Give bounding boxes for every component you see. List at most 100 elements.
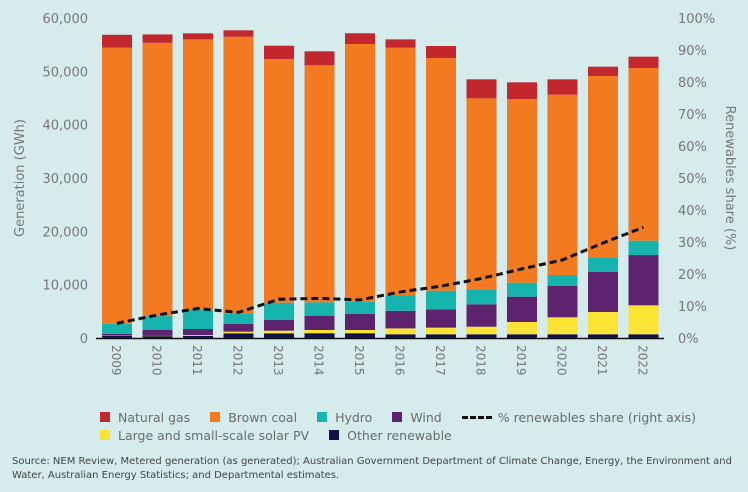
bar-segment-natural-gas	[507, 82, 537, 100]
bar-segment-other-renewable	[385, 334, 416, 338]
bar-segment-large-and-small-scale-solar-pv	[507, 322, 537, 335]
x-tick-label: 2014	[312, 345, 326, 376]
bar-segment-natural-gas	[142, 34, 173, 43]
y2-tick-label: 50%	[678, 172, 707, 187]
bar-segment-hydro	[466, 290, 497, 305]
legend-label: Hydro	[335, 409, 373, 425]
bar-segment-brown-coal	[223, 36, 254, 314]
bar-segment-large-and-small-scale-solar-pv	[426, 327, 456, 335]
bar-segment-other-renewable	[588, 334, 618, 338]
legend-label: % renewables share (right axis)	[497, 409, 696, 425]
bar-segment-large-and-small-scale-solar-pv	[547, 317, 578, 335]
bar-segment-hydro	[385, 295, 416, 311]
x-tick-label: 2022	[636, 345, 650, 376]
legend-solar: Large and small-scale solar PV	[100, 428, 309, 443]
bar-segment-brown-coal	[385, 47, 416, 296]
bar-segment-large-and-small-scale-solar-pv	[304, 330, 335, 334]
bar-segment-wind	[547, 285, 578, 318]
bar-segment-wind	[385, 310, 416, 329]
y2-tick-label: 30%	[678, 236, 707, 251]
bar-segment-hydro	[223, 313, 254, 324]
bar-segment-other-renewable	[142, 336, 173, 338]
bar-segment-large-and-small-scale-solar-pv	[628, 305, 659, 335]
bar-segment-hydro	[142, 316, 173, 330]
bar-segment-hydro	[345, 301, 375, 314]
bar-segment-other-renewable	[223, 333, 254, 338]
y2-tick-label: 20%	[678, 268, 707, 283]
bar-segment-brown-coal	[183, 39, 213, 311]
bar-segment-natural-gas	[547, 79, 578, 95]
bar-segment-brown-coal	[588, 75, 618, 258]
bar-segment-other-renewable	[466, 334, 497, 338]
bar-segment-large-and-small-scale-solar-pv	[588, 311, 618, 335]
y-tick-label: 20,000	[43, 225, 89, 240]
y-tick-label: 30,000	[43, 172, 89, 187]
y-tick-label: 10,000	[43, 279, 89, 294]
bar-segment-natural-gas	[466, 79, 497, 99]
legend: Natural gas Brown coal Hydro Wind % rene…	[100, 408, 716, 444]
bar-segment-hydro	[264, 302, 294, 321]
bar-segment-hydro	[304, 302, 335, 316]
bar-segment-wind	[345, 314, 375, 330]
legend-swatch	[100, 430, 110, 440]
bar-segment-wind	[588, 271, 618, 312]
y-tick-label: 50,000	[43, 65, 89, 80]
bar-segment-large-and-small-scale-solar-pv	[466, 326, 497, 335]
generation-chart: 0 10,000 20,000 30,000 40,000 50,000 60,000 0% 1…	[13, 12, 737, 376]
bar-segment-natural-gas	[588, 66, 618, 76]
bar-segment-wind	[142, 330, 173, 336]
bar-segment-hydro	[102, 323, 132, 334]
bar-segment-brown-coal	[426, 58, 456, 291]
bar-segment-other-renewable	[426, 334, 456, 338]
bar-segment-wind	[264, 320, 294, 331]
y2-tick-label: 90%	[678, 44, 707, 59]
x-tick-label: 2021	[595, 345, 609, 376]
bar-segment-brown-coal	[102, 47, 132, 324]
legend-dash	[461, 415, 492, 419]
bar-segment-other-renewable	[304, 333, 335, 338]
y2-axis-title: Renewables share (%)	[722, 106, 737, 251]
x-tick-label: 2016	[393, 345, 407, 376]
legend-wind: Wind	[392, 409, 442, 425]
bar-segment-brown-coal	[466, 98, 497, 290]
bar-segment-large-and-small-scale-solar-pv	[264, 330, 294, 334]
bar-segment-other-renewable	[628, 334, 659, 338]
bar-segment-wind	[183, 329, 213, 336]
bar-segment-natural-gas	[264, 45, 294, 60]
x-tick-label: 2020	[555, 345, 569, 376]
bar-segment-large-and-small-scale-solar-pv	[345, 330, 375, 334]
bar-segment-hydro	[588, 257, 618, 272]
x-tick-label: 2018	[474, 345, 488, 376]
bar-segment-other-renewable	[547, 334, 578, 338]
legend-swatch	[392, 412, 403, 422]
legend-label: Natural gas	[118, 409, 191, 425]
bar-segment-wind	[223, 324, 254, 332]
bar-segment-wind	[426, 309, 456, 328]
legend-label: Brown coal	[228, 409, 298, 425]
y-axis-title: Generation (GWh)	[13, 119, 28, 237]
bar-segment-other-renewable	[183, 335, 213, 338]
legend-label: Large and small-scale solar PV	[118, 427, 310, 443]
legend-natural-gas: Natural gas	[100, 410, 190, 425]
bar-segment-other-renewable	[102, 335, 132, 338]
x-tick-label: 2009	[109, 345, 123, 376]
bar-segment-hydro	[183, 310, 213, 330]
bar-segment-natural-gas	[183, 33, 213, 40]
bar-segment-brown-coal	[628, 67, 659, 241]
legend-label: Wind	[410, 409, 442, 425]
bar-segment-hydro	[507, 282, 537, 297]
bar-segment-large-and-small-scale-solar-pv	[183, 335, 213, 336]
bar-segment-natural-gas	[102, 34, 132, 48]
bar-segment-wind	[507, 296, 537, 322]
legend-renewables-share: % renewables share (right axis)	[461, 409, 696, 425]
bar-segment-wind	[304, 315, 335, 330]
bar-segment-other-renewable	[507, 334, 537, 338]
bar-segment-hydro	[547, 275, 578, 286]
bar-segment-other-renewable	[345, 333, 375, 338]
x-tick-label: 2013	[271, 345, 285, 376]
y2-tick-label: 10%	[678, 300, 707, 315]
bar-segment-brown-coal	[304, 65, 335, 303]
bar-segment-hydro	[628, 240, 659, 256]
y2-tick-label: 70%	[678, 108, 707, 123]
bar-segment-other-renewable	[264, 333, 294, 338]
